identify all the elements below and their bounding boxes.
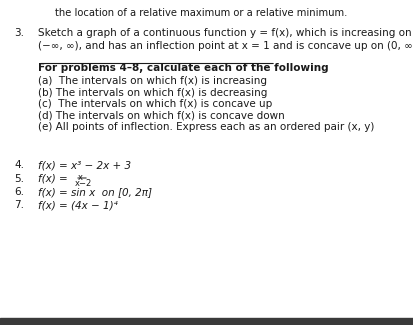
Text: (e) All points of inflection. Express each as an ordered pair (x, y): (e) All points of inflection. Express ea… <box>38 122 373 132</box>
Text: 4.: 4. <box>14 160 24 170</box>
Text: (−∞, ∞), and has an inflection point at x = 1 and is concave up on (0, ∞).: (−∞, ∞), and has an inflection point at … <box>38 41 413 51</box>
Text: Sketch a graph of a continuous function y = f(x), which is increasing on the int: Sketch a graph of a continuous function … <box>38 28 413 38</box>
Text: x−2: x−2 <box>75 179 92 188</box>
Text: (a)  The intervals on which f(x) is increasing: (a) The intervals on which f(x) is incre… <box>38 76 266 86</box>
Text: (d) The intervals on which f(x) is concave down: (d) The intervals on which f(x) is conca… <box>38 111 284 121</box>
Text: For problems 4–8, calculate each of the following: For problems 4–8, calculate each of the … <box>38 63 328 73</box>
Text: the location of a relative maximum or a relative minimum.: the location of a relative maximum or a … <box>55 8 347 18</box>
Text: f(x) = sin x  on [0, 2π]: f(x) = sin x on [0, 2π] <box>38 187 152 197</box>
Text: (c)  The intervals on which f(x) is concave up: (c) The intervals on which f(x) is conca… <box>38 99 272 109</box>
Text: (b) The intervals on which f(x) is decreasing: (b) The intervals on which f(x) is decre… <box>38 87 267 98</box>
Text: f(x) = (4x − 1)⁴: f(x) = (4x − 1)⁴ <box>38 201 117 211</box>
Text: 5.: 5. <box>14 174 24 184</box>
Text: f(x) =: f(x) = <box>38 174 68 184</box>
Text: 7.: 7. <box>14 201 24 211</box>
Text: 3.: 3. <box>14 28 24 38</box>
Bar <box>0 318 413 325</box>
Text: 6.: 6. <box>14 187 24 197</box>
Text: f(x) = x³ − 2x + 3: f(x) = x³ − 2x + 3 <box>38 160 131 170</box>
Text: x: x <box>78 173 83 181</box>
